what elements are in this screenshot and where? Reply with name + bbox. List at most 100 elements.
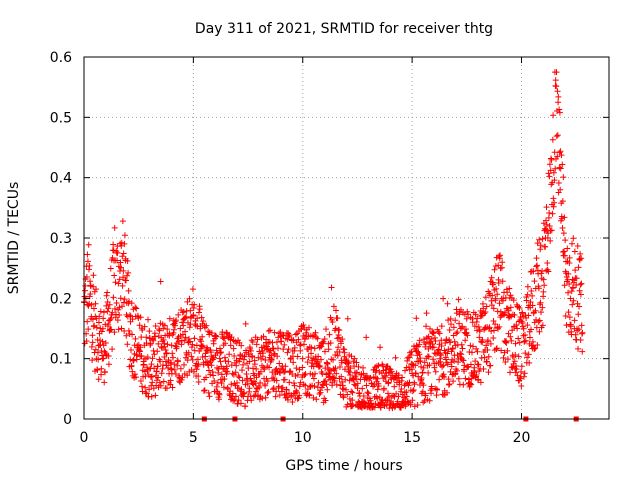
data-point bbox=[172, 370, 179, 377]
data-point bbox=[229, 370, 236, 377]
data-point bbox=[413, 342, 420, 349]
data-point bbox=[114, 257, 121, 264]
data-point bbox=[190, 305, 197, 312]
data-point bbox=[314, 359, 321, 366]
data-point bbox=[488, 302, 495, 309]
data-point bbox=[451, 358, 458, 365]
data-point bbox=[536, 236, 543, 243]
data-point bbox=[526, 359, 533, 366]
data-point bbox=[341, 349, 348, 356]
data-point bbox=[222, 340, 229, 347]
data-point bbox=[429, 330, 436, 337]
data-point bbox=[353, 376, 360, 383]
data-point bbox=[126, 312, 133, 319]
data-point bbox=[161, 322, 168, 329]
data-point bbox=[535, 318, 542, 325]
data-point bbox=[409, 388, 416, 395]
data-point bbox=[279, 384, 286, 391]
data-point bbox=[450, 324, 457, 331]
data-point bbox=[576, 287, 583, 294]
data-point bbox=[171, 361, 178, 368]
data-point bbox=[489, 292, 496, 299]
data-point bbox=[313, 396, 320, 403]
data-point bbox=[334, 352, 341, 359]
data-point bbox=[125, 287, 132, 294]
data-point bbox=[562, 313, 569, 320]
data-point bbox=[447, 315, 454, 322]
y-axis-label: SRMTID / TECUs bbox=[6, 182, 22, 295]
data-point bbox=[532, 307, 539, 314]
data-point bbox=[565, 289, 572, 296]
data-point bbox=[421, 397, 428, 404]
data-point bbox=[553, 83, 560, 90]
data-point bbox=[191, 335, 198, 342]
data-point bbox=[233, 362, 240, 369]
data-point bbox=[330, 303, 337, 310]
data-point bbox=[555, 99, 562, 106]
data-point bbox=[408, 348, 415, 355]
data-point bbox=[433, 392, 440, 399]
data-point bbox=[285, 346, 292, 353]
data-point bbox=[555, 179, 562, 186]
data-point bbox=[546, 209, 553, 216]
data-point bbox=[198, 314, 205, 321]
data-point bbox=[274, 345, 281, 352]
data-point bbox=[339, 378, 346, 385]
data-point bbox=[260, 333, 267, 340]
data-point bbox=[110, 241, 117, 248]
data-point bbox=[400, 394, 407, 401]
data-point bbox=[270, 386, 276, 393]
data-point bbox=[455, 296, 462, 303]
data-point bbox=[182, 328, 189, 335]
data-point bbox=[133, 305, 140, 312]
data-point bbox=[302, 382, 309, 389]
data-point bbox=[484, 337, 491, 344]
data-point bbox=[295, 336, 302, 343]
data-point bbox=[248, 397, 255, 404]
data-point bbox=[111, 224, 118, 231]
data-point bbox=[310, 375, 317, 382]
data-point bbox=[490, 334, 497, 341]
data-point bbox=[403, 389, 410, 396]
data-point bbox=[499, 278, 506, 285]
data-point bbox=[382, 372, 389, 379]
data-point bbox=[493, 346, 500, 353]
data-point bbox=[486, 324, 493, 331]
data-point bbox=[296, 383, 303, 390]
data-point bbox=[163, 385, 170, 392]
data-point bbox=[524, 291, 531, 298]
data-point bbox=[297, 347, 304, 354]
data-point bbox=[468, 349, 475, 356]
data-point bbox=[546, 173, 553, 180]
data-point bbox=[354, 380, 361, 387]
data-point bbox=[317, 389, 324, 396]
data-point bbox=[530, 268, 537, 275]
data-point bbox=[293, 365, 300, 372]
data-point bbox=[409, 397, 416, 404]
data-point bbox=[460, 381, 467, 388]
data-point bbox=[465, 364, 472, 371]
data-point bbox=[549, 210, 556, 217]
data-point bbox=[218, 380, 225, 387]
data-point bbox=[188, 353, 195, 360]
data-point bbox=[167, 365, 174, 372]
data-point bbox=[304, 359, 311, 366]
data-point bbox=[198, 343, 205, 350]
data-point bbox=[273, 377, 280, 384]
data-point bbox=[116, 304, 123, 311]
data-point bbox=[166, 315, 173, 322]
data-point bbox=[448, 348, 455, 355]
data-point bbox=[221, 376, 228, 383]
data-point bbox=[95, 356, 102, 363]
data-point bbox=[119, 218, 126, 225]
data-point bbox=[132, 304, 139, 311]
data-point bbox=[568, 240, 575, 247]
data-point bbox=[405, 382, 412, 389]
data-point bbox=[151, 365, 158, 372]
data-point bbox=[94, 349, 101, 356]
data-point bbox=[177, 365, 184, 372]
data-point bbox=[349, 402, 356, 409]
data-point bbox=[89, 357, 96, 364]
data-point bbox=[515, 353, 522, 360]
data-point bbox=[477, 379, 484, 386]
